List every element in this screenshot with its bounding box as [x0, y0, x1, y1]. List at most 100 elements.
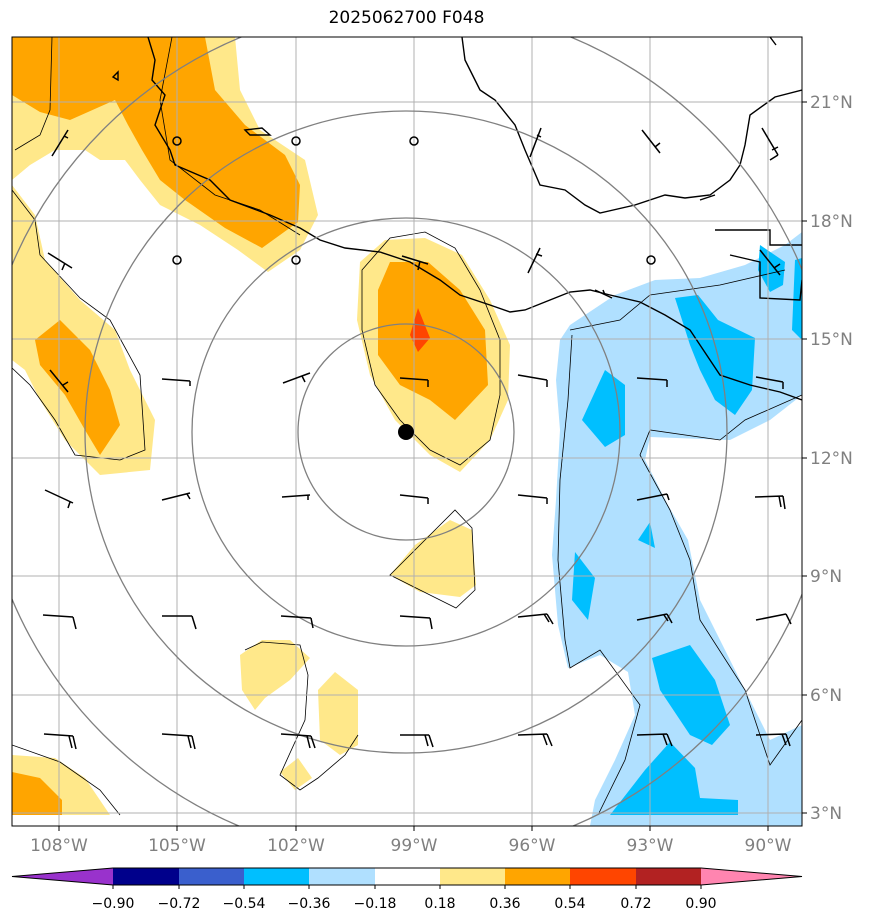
- wind-barb: [161, 492, 191, 501]
- colorbar-segment: [375, 868, 440, 885]
- wind-barb: [43, 733, 77, 750]
- lat-label: 3°N: [810, 804, 842, 824]
- wind-barb: [636, 377, 668, 387]
- wind-barb: [517, 613, 554, 625]
- wind-barb: [754, 495, 786, 510]
- positive-anomaly-light: [12, 185, 155, 475]
- colorbar-tick-label: −0.72: [158, 896, 201, 912]
- negative-anomaly-mid: [572, 552, 595, 620]
- wind-barb: [280, 615, 314, 629]
- wind-barb: [42, 614, 77, 630]
- lon-label: 105°W: [148, 836, 206, 856]
- lat-label: 6°N: [810, 686, 842, 706]
- colorbar-tick-label: 0.54: [554, 896, 585, 912]
- wind-barb: [761, 127, 779, 161]
- storm-center-marker: [398, 424, 414, 440]
- positive-anomaly-light: [390, 520, 476, 597]
- colorbar-tick-label: 0.90: [685, 896, 716, 912]
- colorbar-tick-label: 0.36: [489, 896, 520, 912]
- lat-label: 21°N: [810, 93, 853, 113]
- calm-wind-marker: [646, 255, 656, 265]
- positive-anomaly-mid: [378, 262, 488, 420]
- colorbar-segment: [505, 868, 570, 885]
- lat-label: 12°N: [810, 449, 853, 469]
- lon-label: 102°W: [267, 836, 325, 856]
- range-ring: [191, 217, 621, 647]
- colorbar-tick-label: −0.18: [354, 896, 397, 912]
- positive-anomaly-mid: [12, 772, 62, 815]
- wind-barb: [594, 289, 613, 299]
- negative-anomaly-mid: [638, 522, 655, 548]
- wind-barb: [527, 247, 543, 274]
- colorbar-segment: [113, 868, 179, 885]
- wind-barb: [759, 249, 781, 276]
- calm-wind-marker: [409, 136, 419, 146]
- latitude-labels: 21°N 18°N 15°N 12°N 9°N 6°N 3°N: [810, 93, 853, 824]
- negative-anomaly-mid: [610, 742, 738, 815]
- wind-barb: [399, 377, 429, 387]
- wind-barb: [755, 613, 792, 625]
- wind-barb: [517, 374, 548, 387]
- colorbar-segments: [11, 867, 803, 889]
- wind-barb: [399, 615, 433, 630]
- calm-wind-marker: [291, 136, 301, 146]
- wind-barb: [47, 252, 73, 271]
- lat-label: 15°N: [810, 330, 853, 350]
- calm-wind-marker: [291, 255, 301, 265]
- wind-barb: [162, 615, 197, 630]
- lon-label: 90°W: [745, 836, 792, 856]
- positive-anomaly-light: [240, 640, 310, 710]
- positive-anomaly-light: [318, 672, 358, 755]
- wind-barb: [755, 376, 784, 389]
- wind-barb: [51, 129, 69, 157]
- colorbar-tick-label: 0.72: [620, 896, 651, 912]
- wind-barb: [517, 494, 548, 504]
- calm-wind-marker: [172, 136, 182, 146]
- longitude-labels: 108°W 105°W 102°W 99°W 96°W 93°W 90°W: [30, 836, 792, 856]
- colorbar-labels: −0.90 −0.72 −0.54 −0.36 −0.18 0.18 0.36 …: [92, 896, 717, 912]
- colorbar: −0.90 −0.72 −0.54 −0.36 −0.18 0.18 0.36 …: [11, 867, 803, 912]
- wind-barb: [400, 734, 434, 748]
- colorbar-segment: [636, 868, 701, 885]
- negative-anomaly-mid: [675, 295, 755, 415]
- colorbar-tick-label: 0.18: [424, 896, 455, 912]
- colorbar-segment: [244, 868, 309, 885]
- lon-label: 93°W: [627, 836, 674, 856]
- plot-frame: [11, 36, 803, 827]
- wind-barb: [161, 378, 191, 386]
- colorbar-tick-label: −0.90: [92, 896, 135, 912]
- lon-label: 96°W: [509, 836, 556, 856]
- colorbar-segment: [309, 868, 375, 885]
- range-ring: [84, 110, 728, 754]
- colorbar-segment: [12, 868, 113, 885]
- wind-barb: [280, 733, 316, 749]
- lat-label: 9°N: [810, 567, 842, 587]
- colorbar-tick-label: −0.54: [223, 896, 266, 912]
- wind-barb: [636, 613, 673, 624]
- wind-barb: [281, 494, 311, 500]
- colorbar-tick-label: −0.36: [288, 896, 331, 912]
- wind-barb: [517, 733, 553, 747]
- positive-anomaly-mid: [35, 320, 120, 455]
- wind-barb: [49, 369, 69, 393]
- wind-barbs: [42, 127, 792, 750]
- colorbar-segment: [570, 868, 636, 885]
- wind-barb: [44, 489, 74, 509]
- negative-anomaly-mid: [582, 370, 625, 447]
- colorbar-segment: [701, 868, 802, 885]
- wind-barb: [636, 493, 670, 501]
- negative-anomaly-mid: [792, 258, 802, 340]
- lon-label: 108°W: [30, 836, 88, 856]
- wind-barb: [641, 129, 661, 154]
- positive-anomaly-mid: [12, 37, 300, 248]
- range-ring: [297, 323, 515, 541]
- map-title: 2025062700 F048: [328, 8, 485, 28]
- axis-ticks: [58, 101, 807, 831]
- wind-barb: [755, 733, 791, 747]
- colorbar-segment: [179, 868, 244, 885]
- lon-label: 99°W: [391, 836, 438, 856]
- wind-barb: [399, 494, 429, 504]
- wind-barb: [401, 255, 429, 271]
- wind-barb: [282, 372, 311, 384]
